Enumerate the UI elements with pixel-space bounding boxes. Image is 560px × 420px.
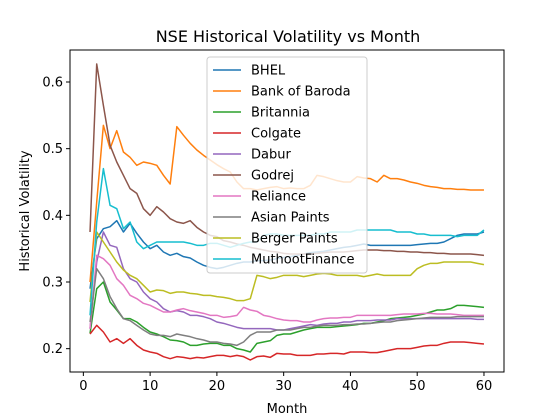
legend-entry: MuthootFinance (251, 253, 355, 268)
y-tick-label: 0.3 (42, 276, 63, 291)
x-tick-label: 10 (142, 379, 159, 394)
x-tick-label: 0 (79, 379, 87, 394)
series-line-berger-paints (89, 231, 485, 303)
plot-area-frame (69, 49, 505, 373)
legend-frame (206, 56, 368, 274)
x-tick-label: 40 (342, 379, 359, 394)
legend-entry: Colgate (251, 127, 301, 142)
chart-title: NSE Historical Volatility vs Month (156, 27, 421, 46)
series-line-asian-paints (89, 267, 484, 347)
x-axis: 0 10 20 30 40 50 60 (79, 372, 492, 394)
legend-entry: Reliance (251, 190, 306, 205)
x-tick-label: 50 (409, 379, 426, 394)
legend-entry: Britannia (251, 106, 310, 121)
legend-entry: Bank of Baroda (251, 85, 351, 100)
legend-entry: Berger Paints (251, 232, 338, 247)
y-axis-label: Historical Volatility (18, 150, 33, 271)
x-tick-label: 20 (209, 379, 226, 394)
x-tick-label: 60 (476, 379, 493, 394)
legend-entry: BHEL (251, 64, 286, 79)
y-tick-label: 0.5 (42, 142, 63, 157)
y-axis: 0.2 0.3 0.4 0.5 0.6 (42, 76, 70, 357)
series-line-britannia (89, 281, 485, 353)
series-line-colgate (89, 324, 485, 361)
legend-entry: Dabur (251, 148, 291, 163)
legend-entry: Godrej (251, 169, 294, 184)
legend-entry: Asian Paints (251, 211, 330, 226)
y-tick-label: 0.4 (42, 209, 63, 224)
y-tick-label: 0.2 (42, 342, 63, 357)
legend: BHEL Bank of Baroda Britannia Colgate Dabur G… (206, 56, 368, 274)
x-axis-label: Month (267, 402, 308, 417)
x-tick-label: 30 (275, 379, 292, 394)
y-tick-label: 0.6 (42, 76, 63, 91)
series-line-reliance (89, 254, 484, 329)
